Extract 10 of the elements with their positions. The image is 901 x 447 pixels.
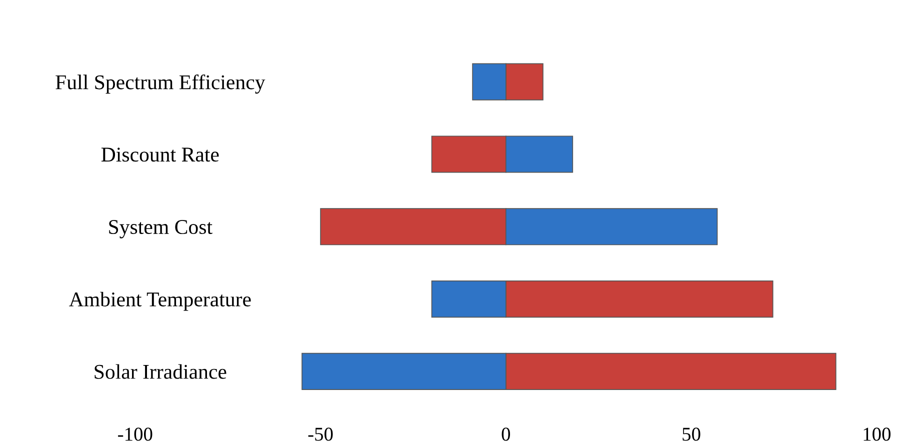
y-tick-label: Solar Irradiance — [94, 364, 226, 379]
y-tick-label: Ambient Temperature — [69, 292, 251, 311]
x-tick-label: -50 — [308, 428, 333, 441]
x-tick-label: 50 — [682, 428, 700, 441]
y-tick-label: Full Spectrum Efficiency — [56, 74, 266, 94]
x-tick-label: -100 — [118, 428, 152, 441]
y-tick-label: System Cost — [109, 220, 212, 238]
y-tick-label: Discount Rate — [101, 148, 219, 162]
x-tick-label: 0 — [502, 428, 510, 441]
x-tick-label: 100 — [864, 428, 891, 441]
